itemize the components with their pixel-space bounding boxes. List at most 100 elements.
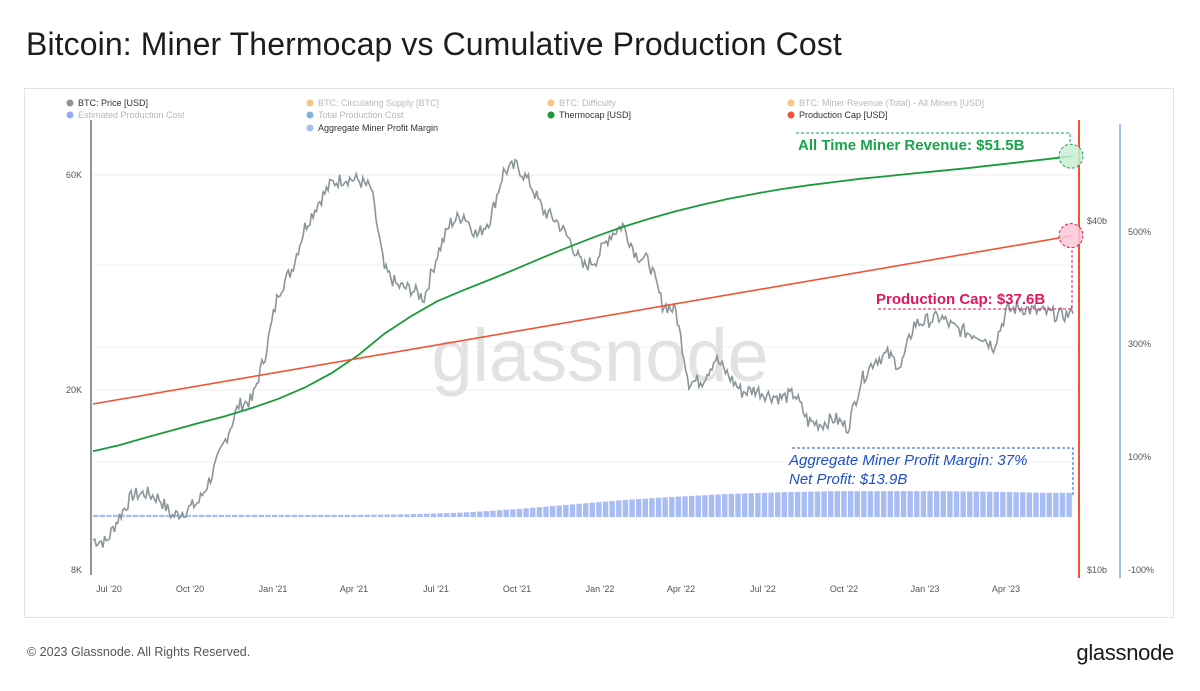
y-tick-label-cap: $10b xyxy=(1087,565,1107,575)
footer-logo[interactable]: glassnode xyxy=(1076,640,1174,665)
profit-margin-bar xyxy=(126,514,132,518)
profit-margin-bar xyxy=(669,496,675,518)
legend-item-label[interactable]: Estimated Production Cost xyxy=(78,110,185,120)
profit-margin-bar xyxy=(470,511,476,518)
profit-margin-bar xyxy=(397,514,404,518)
profit-margin-bar xyxy=(814,491,821,518)
profit-margin-bar xyxy=(569,504,576,518)
profit-margin-bar xyxy=(291,514,298,518)
profit-margin-bar xyxy=(589,502,596,518)
profit-margin-bar xyxy=(437,513,443,518)
profit-margin-bar xyxy=(1053,492,1059,518)
legend-item-label[interactable]: BTC: Difficulty xyxy=(559,98,616,108)
profit-margin-bar xyxy=(635,499,642,518)
profit-margin-bar xyxy=(861,491,867,518)
x-tick-label: Jan '22 xyxy=(586,584,615,594)
legend-dot[interactable] xyxy=(306,124,314,132)
chart-frame xyxy=(24,88,1174,618)
profit-margin-bar xyxy=(304,514,311,518)
profit-margin-bar xyxy=(371,514,377,518)
profit-margin-bar xyxy=(1059,492,1066,518)
legend-dot[interactable] xyxy=(306,111,314,119)
profit-margin-bar xyxy=(457,512,463,518)
profit-margin-bar xyxy=(576,503,582,518)
profit-margin-bar xyxy=(530,507,536,518)
production-cap-end-marker xyxy=(1058,223,1084,249)
profit-margin-bar xyxy=(483,511,490,518)
profit-margin-bar xyxy=(563,504,569,518)
thermocap-line[interactable] xyxy=(92,155,1074,453)
profit-margin-bar xyxy=(1020,492,1026,518)
profit-margin-bar xyxy=(430,513,437,518)
profit-margin-bar xyxy=(490,510,496,518)
profit-margin-bar xyxy=(536,507,543,518)
profit-margin-bar xyxy=(900,491,907,518)
profit-margin-bar xyxy=(338,514,344,518)
legend-item-label[interactable]: Total Production Cost xyxy=(318,110,404,120)
profit-margin-bar xyxy=(649,498,655,518)
profit-margin-bar xyxy=(927,491,933,518)
legend-dot[interactable] xyxy=(66,99,74,107)
profit-margin-bar xyxy=(404,514,410,518)
legend-dot[interactable] xyxy=(547,99,555,107)
legend-dot[interactable] xyxy=(787,99,795,107)
profit-margin-bar xyxy=(695,495,701,518)
profit-margin-bar xyxy=(324,514,331,518)
profit-margin-bar xyxy=(106,514,112,518)
profit-margin-bar xyxy=(662,497,668,518)
profit-margin-bar xyxy=(311,514,317,518)
annotation-production-cap: Production Cap: $37.6B xyxy=(876,291,1045,308)
legend-item-label[interactable]: Production Cap [USD] xyxy=(799,110,888,120)
profit-margin-bar xyxy=(847,491,854,518)
annotation-miner-revenue-connector xyxy=(796,132,1071,145)
profit-margin-bar xyxy=(463,512,470,518)
legend-item-label[interactable]: BTC: Price [USD] xyxy=(78,98,148,108)
x-tick-label: Apr '23 xyxy=(992,584,1020,594)
production-cap-line[interactable] xyxy=(92,234,1074,405)
profit-margin-bar xyxy=(265,514,271,518)
profit-margin-bar xyxy=(722,494,728,518)
profit-margin-bar xyxy=(1066,492,1072,518)
legend-dot[interactable] xyxy=(306,99,314,107)
y-tick-label-margin: 100% xyxy=(1128,452,1151,462)
legend-item-label[interactable]: Aggregate Miner Profit Margin xyxy=(318,123,438,133)
profit-margin-bar xyxy=(880,491,887,518)
y-tick-label-margin: 500% xyxy=(1128,227,1151,237)
profit-margin-bar xyxy=(384,514,390,518)
profit-margin-bar xyxy=(867,491,874,518)
profit-margin-bar xyxy=(192,514,198,518)
profit-margin-bar xyxy=(887,491,894,518)
profit-margin-bar xyxy=(238,514,245,518)
profit-margin-bar xyxy=(205,514,211,518)
legend-dot[interactable] xyxy=(787,111,795,119)
profit-margin-bar xyxy=(318,514,324,518)
legend-item-label[interactable]: BTC: Circulating Supply [BTC] xyxy=(318,98,439,108)
profit-margin-bar xyxy=(258,514,264,518)
profit-margin-bar xyxy=(549,506,556,518)
legend-dot[interactable] xyxy=(66,111,74,119)
profit-margin-bar xyxy=(165,514,172,518)
btc-price-line[interactable] xyxy=(92,158,1074,548)
profit-margin-bar xyxy=(496,510,503,518)
profit-margin-bar xyxy=(424,513,430,518)
profit-margin-bar xyxy=(828,491,834,518)
annotation-net-profit: Net Profit: $13.9B xyxy=(789,471,907,488)
profit-margin-bar xyxy=(708,494,715,518)
legend-item-label[interactable]: BTC: Miner Revenue (Total) - All Miners … xyxy=(799,98,984,108)
profit-margin-bar xyxy=(390,514,397,518)
profit-margin-bar xyxy=(821,491,827,518)
footer-copyright: © 2023 Glassnode. All Rights Reserved. xyxy=(27,645,251,659)
y-tick-label-cap: $40b xyxy=(1087,216,1107,226)
profit-margin-bar xyxy=(794,491,801,518)
x-tick-label: Apr '22 xyxy=(667,584,695,594)
profit-margin-bar xyxy=(616,500,622,518)
profit-margin-bar xyxy=(212,514,218,518)
profit-margin-bar xyxy=(947,491,953,518)
profit-margin-bar xyxy=(443,513,450,518)
legend-item-label[interactable]: Thermocap [USD] xyxy=(559,110,631,120)
page-title: Bitcoin: Miner Thermocap vs Cumulative P… xyxy=(26,26,842,62)
legend-dot[interactable] xyxy=(547,111,555,119)
profit-margin-bar xyxy=(1039,492,1046,518)
x-tick-label: Apr '21 xyxy=(340,584,368,594)
chart-svg[interactable]: glassnode All Time Miner Revenue: $51.5B P… xyxy=(0,0,1200,640)
